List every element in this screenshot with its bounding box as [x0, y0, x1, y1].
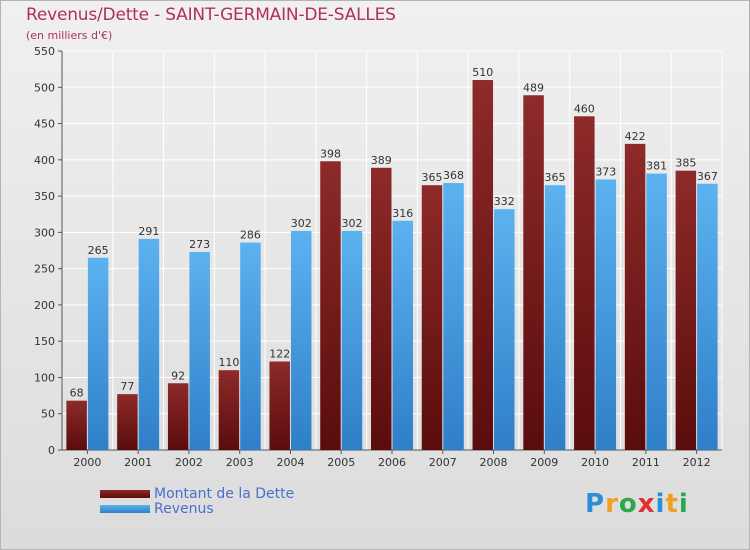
- data-label-revenus: 286: [240, 229, 261, 242]
- data-label-dette: 398: [320, 147, 341, 160]
- logo-letter: P: [585, 489, 606, 519]
- data-label-revenus: 316: [392, 207, 413, 220]
- proxiti-logo: Proxiti: [585, 489, 689, 519]
- x-tick-label: 2000: [73, 456, 101, 469]
- bar-dette: [624, 143, 646, 450]
- bar-revenus: [595, 179, 617, 450]
- axes: 0 50 100 150 200 250 300 350 400 450 500 550 2000 200…: [34, 45, 722, 469]
- bar-revenus: [544, 185, 566, 450]
- x-tick-label: 2008: [480, 456, 508, 469]
- bar-dette: [320, 161, 341, 450]
- bar-dette: [421, 185, 443, 450]
- y-tick-label: 450: [34, 118, 55, 131]
- chart-title: Revenus/Dette - SAINT-GERMAIN-DE-SALLES: [26, 5, 396, 25]
- logo-letter: x: [637, 489, 656, 519]
- y-tick-label: 500: [34, 81, 55, 94]
- grid-lines: [61, 50, 723, 451]
- y-tick-label: 350: [34, 190, 55, 203]
- y-tick-label: 550: [34, 45, 55, 58]
- logo-letter: r: [605, 489, 619, 519]
- bar-dette: [472, 80, 494, 450]
- legend-swatch-debt: [100, 489, 150, 498]
- data-label-revenus: 367: [697, 170, 718, 183]
- bar-dette: [269, 361, 290, 450]
- data-label-revenus: 332: [494, 195, 515, 208]
- bar-revenus: [290, 230, 312, 450]
- y-tick-label: 400: [34, 154, 55, 167]
- logo-letter: i: [655, 489, 666, 519]
- data-label-dette: 365: [422, 171, 443, 184]
- bar-revenus: [138, 238, 160, 450]
- data-label-dette: 110: [218, 356, 239, 369]
- data-label-dette: 389: [371, 154, 392, 167]
- data-labels: 68 265 77 291 92 273 110 286 122 302 398 302 389 316 3…: [70, 66, 718, 400]
- data-label-dette: 510: [472, 66, 493, 79]
- logo-letter: i: [678, 489, 689, 519]
- x-tick-label: 2002: [175, 456, 203, 469]
- data-label-dette: 122: [269, 347, 290, 360]
- y-tick-label: 150: [34, 335, 55, 348]
- x-tick-label: 2009: [530, 456, 558, 469]
- x-tick-label: 2006: [378, 456, 406, 469]
- data-label-dette: 489: [523, 81, 544, 94]
- data-label-revenus: 291: [138, 225, 159, 238]
- bar-dette: [117, 394, 138, 450]
- bar-revenus: [189, 251, 210, 450]
- x-tick-label: 2012: [683, 456, 711, 469]
- bar-dette: [675, 170, 697, 450]
- bar-revenus: [697, 183, 718, 450]
- x-tick-label: 2001: [124, 456, 152, 469]
- bar-dette: [371, 167, 392, 450]
- y-tick-label: 0: [48, 444, 55, 457]
- data-label-revenus: 368: [443, 169, 464, 182]
- x-tick-label: 2010: [581, 456, 609, 469]
- x-tick-label: 2011: [632, 456, 660, 469]
- bar-dette: [218, 370, 240, 450]
- data-label-revenus: 373: [595, 165, 616, 178]
- data-label-dette: 422: [625, 130, 646, 143]
- bar-revenus: [240, 242, 261, 450]
- y-tick-label: 100: [34, 371, 55, 384]
- logo-letter: o: [618, 489, 638, 519]
- data-label-dette: 92: [171, 369, 185, 382]
- data-label-dette: 77: [120, 380, 134, 393]
- x-tick-label: 2004: [276, 456, 304, 469]
- logo-letter: t: [665, 489, 679, 519]
- data-label-revenus: 302: [341, 217, 362, 230]
- y-tick-label: 300: [34, 226, 55, 239]
- x-tick-label: 2007: [429, 456, 457, 469]
- bar-revenus: [646, 173, 667, 451]
- legend-label-revenus: Revenus: [154, 500, 214, 517]
- legend-item-revenus: Revenus: [100, 500, 294, 517]
- bar-dette: [167, 383, 189, 450]
- bar-revenus: [443, 183, 464, 451]
- bar-revenus: [392, 220, 413, 450]
- bars: [66, 80, 718, 451]
- legend-label-debt: Montant de la Dette: [154, 485, 295, 502]
- bar-dette: [66, 400, 87, 450]
- bar-revenus: [87, 257, 109, 450]
- data-label-revenus: 302: [291, 217, 312, 230]
- bar-revenus: [494, 209, 515, 450]
- y-tick-label: 250: [34, 263, 55, 276]
- data-label-revenus: 273: [189, 238, 210, 251]
- data-label-dette: 385: [675, 157, 696, 170]
- y-tick-label: 200: [34, 299, 55, 312]
- legend-item-debt: Montant de la Dette: [100, 485, 295, 502]
- x-tick-label: 2003: [226, 456, 254, 469]
- legend: Montant de la Dette Revenus: [100, 485, 295, 517]
- bar-dette: [523, 95, 544, 451]
- data-label-dette: 460: [574, 102, 595, 115]
- legend-swatch-revenus: [100, 504, 150, 513]
- data-label-revenus: 381: [646, 160, 667, 173]
- data-label-dette: 68: [70, 387, 84, 400]
- bar-revenus: [341, 230, 363, 450]
- data-label-revenus: 265: [88, 244, 109, 257]
- data-label-revenus: 365: [545, 171, 566, 184]
- x-tick-label: 2005: [327, 456, 355, 469]
- bar-dette: [574, 116, 595, 451]
- chart-subtitle: (en milliers d'€): [26, 29, 113, 42]
- y-tick-label: 50: [41, 408, 55, 421]
